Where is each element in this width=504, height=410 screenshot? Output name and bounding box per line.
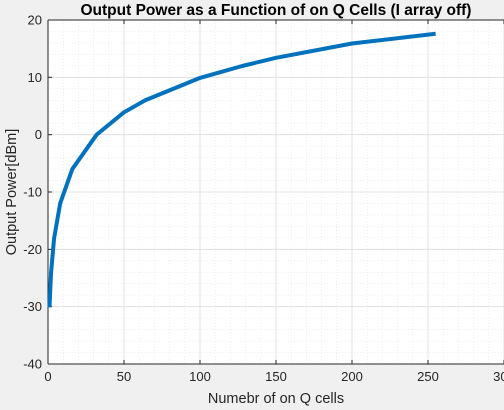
series-line	[47, 31, 436, 308]
x-tick-label: 50	[117, 369, 131, 384]
x-tick-label: 300	[493, 369, 504, 384]
y-tick-label: -10	[23, 185, 42, 200]
x-tick-label: 200	[341, 369, 363, 384]
y-tick-label: 20	[28, 13, 42, 28]
x-tick-label: 150	[265, 369, 287, 384]
y-tick-label: 10	[28, 70, 42, 85]
y-tick-label: 0	[35, 127, 42, 142]
axes	[47, 19, 504, 365]
series-layer	[47, 31, 436, 308]
chart-title: Output Power as a Function of on Q Cells…	[81, 2, 472, 19]
y-tick-label: -20	[23, 242, 42, 257]
x-axis-label: Numebr of on Q cells	[208, 391, 344, 407]
tick-labels: 0 50 100 150 200 250 300 -40 -30 -20 -10 0 10 20	[23, 13, 504, 385]
x-tick-label: 0	[44, 369, 51, 384]
y-tick-label: -40	[23, 357, 42, 372]
x-tick-label: 250	[417, 369, 439, 384]
y-axis-label: Output Power[dBm]	[4, 129, 20, 256]
x-tick-label: 100	[189, 369, 211, 384]
y-tick-label: -30	[23, 299, 42, 314]
